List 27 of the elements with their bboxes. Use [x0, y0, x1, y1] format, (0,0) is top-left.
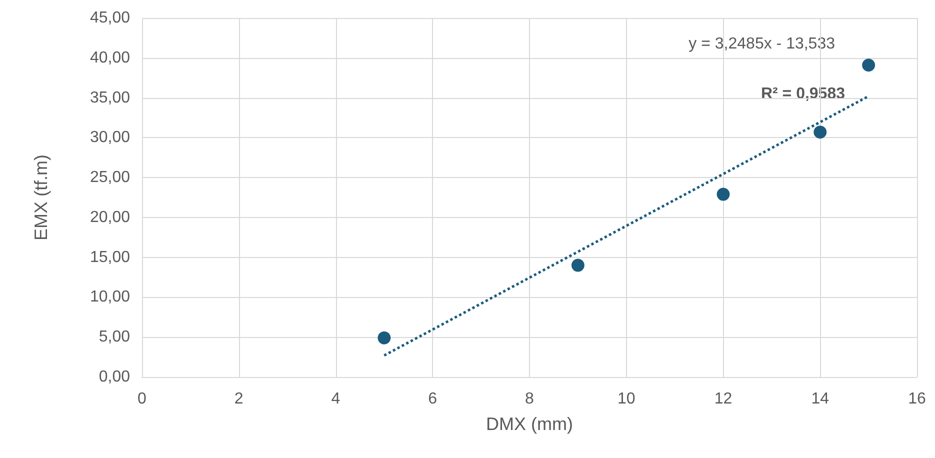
x-axis-title: DMX (mm) [486, 414, 573, 434]
y-tick-label: 30,00 [90, 129, 130, 146]
x-tick-label: 8 [525, 390, 534, 408]
y-axis-title: EMX (tf.m) [31, 154, 51, 240]
point [571, 258, 584, 272]
y-tick-label: 45,00 [90, 10, 130, 26]
y-tick-label: 40,00 [90, 49, 130, 66]
y-tick-label: 15,00 [90, 248, 130, 266]
y-tick-label: 20,00 [90, 208, 130, 226]
x-tick-label: 14 [811, 390, 830, 408]
y-tick-label: 5,00 [98, 328, 130, 346]
point [814, 126, 827, 139]
x-tick-label: 0 [138, 390, 147, 408]
annotation: y = 3,2485x - 13,533 [688, 36, 836, 52]
point [862, 58, 876, 72]
y-tick-label: 25,00 [90, 169, 130, 186]
point [716, 188, 730, 201]
x-tick-label: 16 [908, 390, 926, 408]
x-tick-label: 6 [428, 390, 438, 408]
point [378, 331, 391, 344]
x-tick-label: 10 [617, 390, 636, 408]
y-tick-label: 35,00 [90, 89, 130, 106]
y-tick-label: 10,00 [90, 288, 130, 306]
x-tick-label: 12 [714, 390, 732, 408]
x-tick-label: 2 [234, 390, 244, 408]
x-tick-label: 4 [331, 390, 340, 408]
y-tick-label: 0,00 [98, 368, 130, 386]
